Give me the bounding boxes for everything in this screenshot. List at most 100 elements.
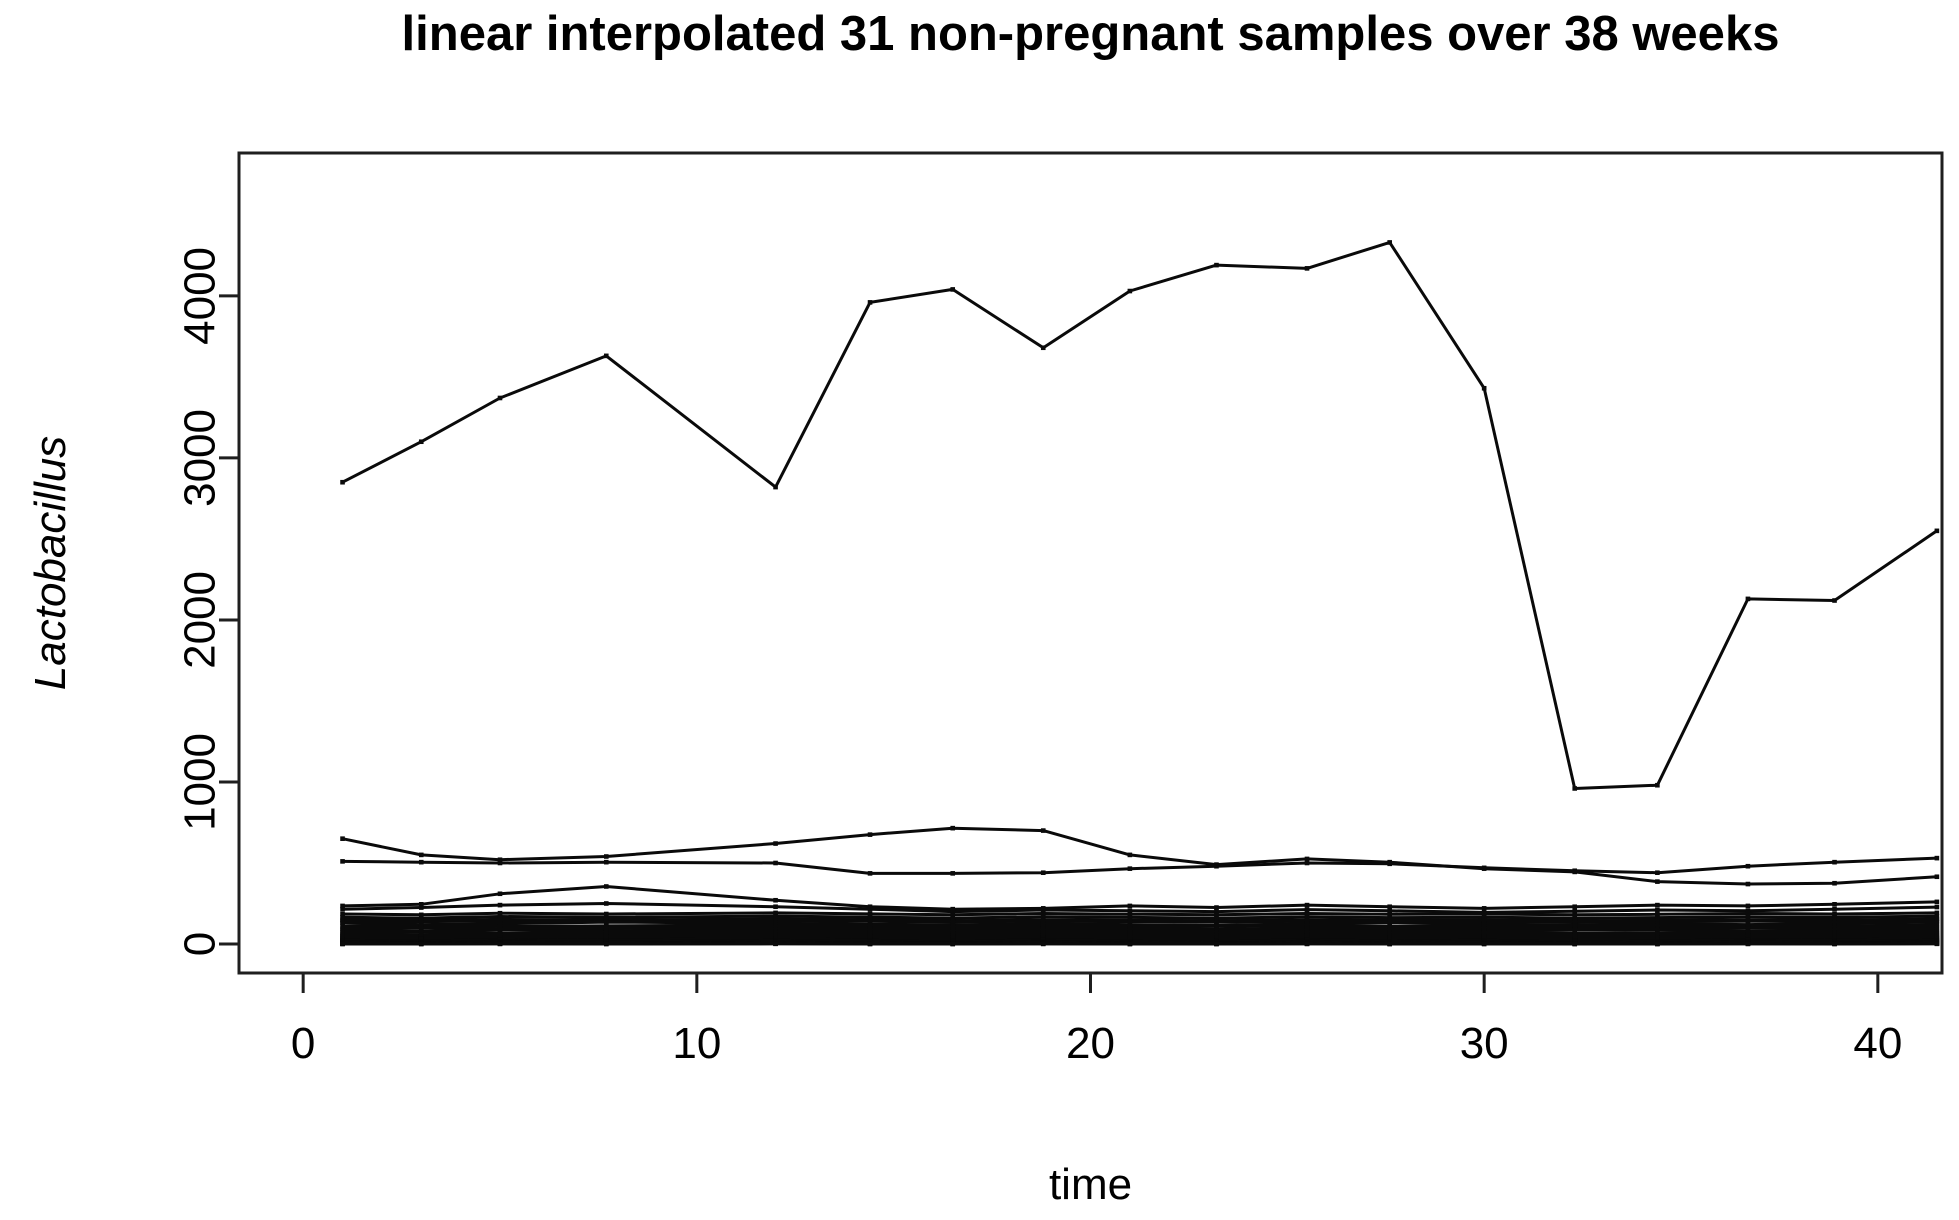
series-line-sample-13 (341, 927, 1939, 933)
series-point (950, 915, 956, 921)
series-point (1387, 240, 1392, 245)
series-point (418, 902, 424, 907)
series-point (1745, 925, 1751, 931)
series-point (950, 909, 956, 914)
x-tick-label: 40 (1853, 1019, 1902, 1068)
series-line-sample-5 (341, 902, 1939, 914)
series-point (418, 852, 424, 858)
series-point (1387, 920, 1392, 926)
series-point (603, 901, 609, 906)
series-point (340, 914, 345, 920)
series-point (1304, 266, 1310, 271)
series-point (418, 929, 424, 935)
series-point (950, 941, 956, 947)
series-point (950, 871, 956, 876)
series-point (867, 914, 873, 920)
series-point (1214, 262, 1219, 268)
series-point (603, 859, 609, 865)
series-point (1934, 924, 1940, 930)
y-tick-label: 1000 (176, 733, 225, 831)
series-point (1934, 919, 1940, 925)
series-point (603, 919, 609, 925)
series-point (1572, 786, 1578, 791)
series-point (1832, 880, 1837, 886)
series-point (1832, 859, 1837, 865)
series-point (497, 891, 503, 897)
series-point (340, 906, 345, 912)
series-point (340, 923, 345, 929)
y-tick-label: 2000 (176, 571, 225, 669)
series-line-sample-6 (341, 911, 1939, 917)
series-point (1745, 881, 1751, 887)
series-point (418, 912, 424, 918)
series-point (603, 941, 609, 947)
series-point (773, 897, 778, 903)
x-tick-label: 30 (1460, 1019, 1509, 1068)
series-point (1127, 852, 1133, 858)
series-point (1387, 908, 1392, 914)
series-point (1832, 598, 1837, 603)
series-point (1745, 923, 1751, 928)
x-axis-label: time (1048, 1160, 1133, 1209)
series-point (1832, 902, 1837, 907)
series-point (603, 884, 609, 889)
series-point (1934, 899, 1940, 905)
series-point (603, 353, 609, 359)
series-line-sample-11 (341, 923, 1939, 929)
series-point (1040, 345, 1046, 351)
series-point (1655, 927, 1660, 933)
series-point (1040, 907, 1046, 913)
series-point (1572, 912, 1578, 918)
series-point (1127, 866, 1133, 871)
series-point (418, 439, 424, 445)
series-point (1655, 879, 1660, 884)
series-point (418, 919, 424, 924)
series-point (1127, 941, 1133, 947)
series-point (497, 857, 503, 863)
series-line-sample-1 (341, 240, 1939, 790)
series-point (1127, 911, 1133, 917)
series-point (1745, 863, 1751, 869)
series-point (1481, 925, 1487, 931)
series-point (867, 919, 873, 924)
x-tick-label: 10 (672, 1019, 721, 1068)
series-point (1832, 941, 1837, 947)
series-point (1387, 912, 1392, 917)
series-point (1387, 861, 1392, 867)
series-point (1934, 855, 1940, 861)
series-point (340, 920, 345, 926)
series-point (1934, 874, 1940, 880)
series-point (867, 927, 873, 933)
series-point (867, 941, 873, 947)
series-point (1304, 856, 1310, 862)
chart-title: linear interpolated 31 non-pregnant samp… (401, 7, 1780, 61)
series-point (950, 912, 956, 918)
series-point (1934, 913, 1940, 919)
series-point (1214, 905, 1219, 910)
series-point (1387, 927, 1392, 933)
series-point (1214, 923, 1219, 929)
series-point (950, 924, 956, 930)
series-line-sample-2 (341, 826, 1939, 886)
series-point (497, 395, 503, 401)
series-point (1572, 915, 1578, 921)
series-point (340, 911, 345, 917)
series-point (1745, 914, 1751, 920)
series-point (950, 825, 956, 831)
series-point (418, 905, 424, 910)
series-point (1127, 927, 1133, 933)
series-point (1572, 941, 1578, 947)
series-point (497, 921, 503, 927)
series-point (1387, 904, 1392, 910)
series-point (1304, 941, 1310, 947)
series-point (1481, 385, 1487, 391)
series-point (497, 902, 503, 908)
series-point (1214, 863, 1219, 869)
series-point (1655, 782, 1660, 788)
series-point (1481, 914, 1487, 920)
series-point (497, 924, 503, 929)
series-point (1481, 906, 1487, 911)
series-point (773, 918, 778, 923)
series-point (497, 914, 503, 919)
